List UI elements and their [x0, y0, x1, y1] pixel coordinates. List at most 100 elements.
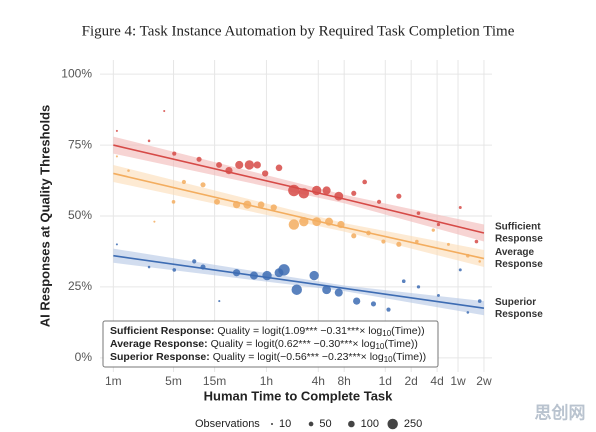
- x-tick-label: 1w: [450, 374, 466, 388]
- equation-text: (Time)): [384, 338, 417, 350]
- data-point: [235, 160, 244, 169]
- data-point: [322, 285, 332, 295]
- data-point: [309, 270, 319, 281]
- equation-text: (Time)): [393, 351, 426, 363]
- watermark: 思创网: [535, 402, 586, 422]
- x-tick-label: 5m: [165, 374, 182, 388]
- chart-title: Figure 4: Task Instance Automation by Re…: [82, 23, 515, 39]
- data-point: [278, 264, 290, 276]
- x-tick-label: 8h: [338, 374, 351, 388]
- legend-marker: [308, 421, 314, 427]
- legend-marker: [387, 418, 398, 430]
- data-point: [172, 268, 177, 272]
- data-point: [196, 156, 202, 162]
- legend-marker: [348, 420, 355, 428]
- fit-line: [113, 254, 485, 309]
- legend-label: 100: [361, 418, 379, 430]
- data-point: [171, 200, 176, 204]
- data-point: [288, 219, 300, 230]
- data-point: [257, 201, 265, 208]
- data-point: [115, 129, 118, 132]
- equation-sub: 10: [375, 342, 384, 351]
- equation-sub: 10: [384, 355, 393, 364]
- data-point: [351, 190, 357, 196]
- data-point: [270, 204, 277, 211]
- series-label: Response: [495, 234, 543, 245]
- data-point: [218, 300, 221, 303]
- fit-line: [113, 144, 485, 234]
- data-point: [172, 151, 177, 156]
- data-point: [214, 198, 220, 205]
- data-point: [147, 139, 151, 143]
- data-point: [370, 301, 377, 307]
- data-point: [416, 285, 421, 289]
- legend-label: 50: [319, 418, 331, 430]
- data-point: [431, 228, 435, 232]
- data-point: [244, 160, 255, 170]
- data-point: [192, 259, 197, 264]
- data-point: [416, 211, 421, 215]
- annotation-box: [102, 320, 439, 368]
- data-point: [275, 164, 283, 172]
- x-tick-label: 2d: [405, 374, 418, 388]
- data-point: [200, 182, 206, 188]
- data-point: [127, 169, 130, 172]
- x-tick-label: 4h: [312, 374, 325, 388]
- legend-label: 10: [279, 418, 291, 430]
- data-point: [262, 270, 272, 281]
- series-label: Response: [495, 309, 543, 320]
- y-tick-label: 25%: [68, 279, 92, 293]
- data-point: [401, 279, 406, 284]
- data-point: [291, 284, 302, 295]
- equation: Average Response: Quality = logit(0.62**…: [110, 338, 418, 351]
- data-point: [216, 161, 223, 168]
- data-point: [415, 239, 419, 244]
- x-axis-title: Human Time to Complete Task: [204, 388, 394, 403]
- data-point: [446, 242, 450, 246]
- data-point: [477, 299, 482, 303]
- data-point: [181, 179, 186, 185]
- data-point: [253, 161, 261, 169]
- y-axis-title: AI Responses at Quality Thresholds: [37, 105, 52, 328]
- y-tick-label: 75%: [68, 137, 92, 151]
- equation-text: (Time)): [391, 325, 424, 337]
- x-tick-label: 1d: [379, 374, 392, 388]
- data-point: [334, 288, 343, 297]
- y-tick-label: 50%: [68, 208, 92, 222]
- fit-line: [113, 172, 485, 260]
- y-tick-label: 100%: [61, 66, 92, 80]
- data-point: [153, 220, 156, 223]
- legend-title: Observations: [195, 418, 260, 430]
- data-point: [147, 265, 151, 269]
- data-point: [163, 110, 166, 113]
- legend-marker: [270, 422, 274, 426]
- equation-label: Average Response:: [110, 338, 208, 350]
- data-point: [381, 239, 386, 244]
- series-label: Superior: [495, 297, 536, 308]
- x-tick-label: 15m: [203, 374, 226, 388]
- data-point: [458, 206, 462, 209]
- series-label: Sufficient: [495, 222, 541, 233]
- data-point: [436, 293, 440, 297]
- series-label: Response: [495, 259, 543, 270]
- equation-text: Quality = logit(1.09*** −0.31***× log: [214, 325, 382, 337]
- x-tick-label: 1m: [105, 374, 122, 388]
- equation: Sufficient Response: Quality = logit(1.0…: [110, 325, 425, 338]
- equation-sub: 10: [382, 329, 391, 338]
- data-point: [458, 268, 462, 272]
- data-point: [474, 239, 479, 244]
- equation-text: Quality = logit(0.62*** −0.30***× log: [208, 338, 376, 350]
- x-tick-label: 2w: [476, 374, 492, 388]
- equation-text: Quality = logit(−0.56*** −0.23***× log: [210, 351, 384, 363]
- equation: Superior Response: Quality = logit(−0.56…: [110, 351, 426, 364]
- data-point: [115, 155, 118, 158]
- y-tick-label: 0%: [75, 350, 93, 364]
- equation-label: Superior Response:: [110, 351, 210, 363]
- data-point: [376, 199, 382, 204]
- data-point: [396, 193, 402, 199]
- data-point: [478, 260, 481, 263]
- data-point: [386, 307, 391, 312]
- data-point: [351, 233, 357, 239]
- data-point: [362, 179, 368, 185]
- data-point: [396, 241, 402, 247]
